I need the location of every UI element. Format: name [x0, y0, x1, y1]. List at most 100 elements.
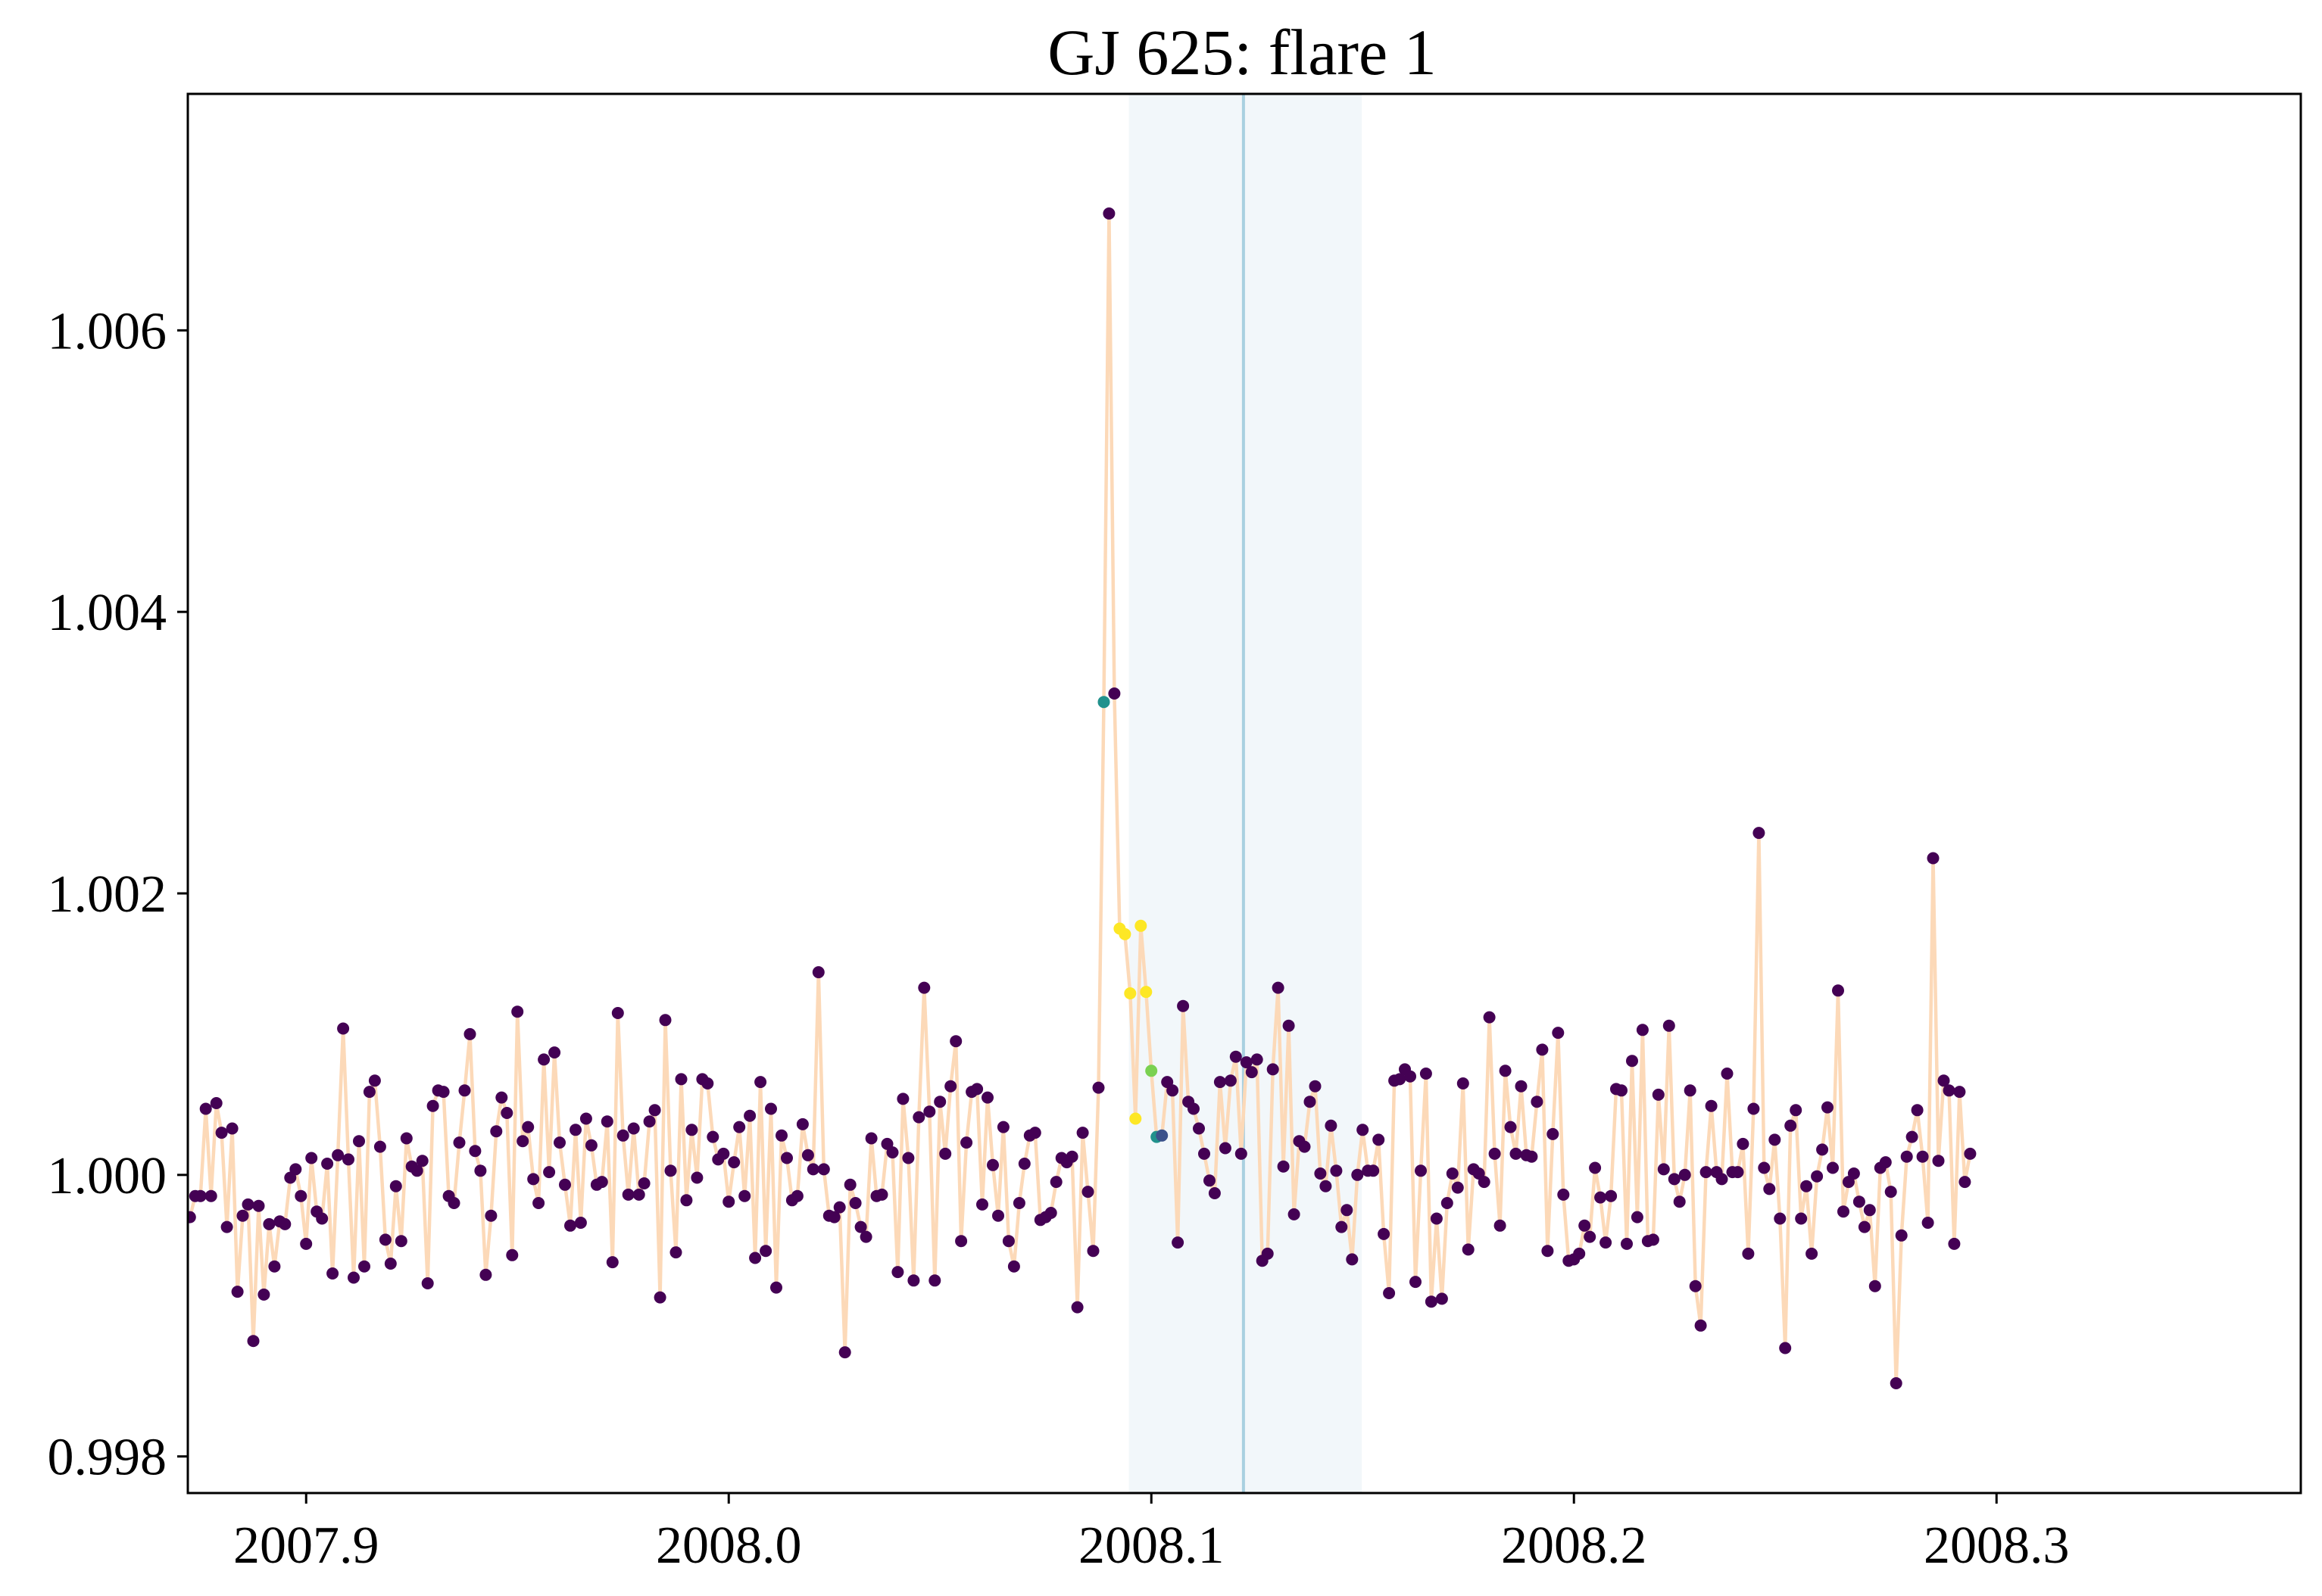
data-point — [611, 1007, 624, 1019]
data-point — [1282, 1019, 1295, 1032]
data-point — [1172, 1236, 1184, 1249]
data-point — [1287, 1208, 1300, 1220]
data-point — [1430, 1212, 1443, 1225]
data-point — [976, 1198, 988, 1211]
data-point — [1097, 696, 1110, 709]
data-point — [1177, 999, 1190, 1012]
data-point — [215, 1127, 228, 1139]
data-point — [300, 1237, 313, 1250]
data-point — [733, 1121, 746, 1133]
data-point — [1958, 1176, 1971, 1189]
x-axis: 2007.9 2008.0 2008.1 2008.2 2008.3 — [233, 1493, 2070, 1575]
data-point — [849, 1197, 862, 1209]
data-point — [1119, 927, 1131, 940]
data-point — [247, 1335, 260, 1348]
data-point — [1446, 1167, 1459, 1180]
data-point — [1134, 919, 1147, 932]
data-point — [495, 1091, 508, 1104]
data-point — [796, 1118, 809, 1130]
data-point — [1509, 1147, 1522, 1160]
data-point — [1890, 1377, 1902, 1389]
data-point — [1605, 1189, 1618, 1202]
data-point — [1488, 1147, 1501, 1160]
data-point — [1615, 1084, 1628, 1097]
data-point — [1330, 1164, 1343, 1177]
data-point — [453, 1136, 466, 1149]
data-point — [194, 1189, 207, 1202]
data-point — [316, 1212, 329, 1225]
data-point — [1657, 1163, 1670, 1176]
data-point — [1451, 1181, 1464, 1194]
data-point — [1837, 1205, 1849, 1218]
data-point — [1419, 1068, 1432, 1080]
data-point — [939, 1147, 952, 1160]
data-point — [236, 1209, 249, 1222]
data-point — [1525, 1150, 1538, 1163]
data-point — [1076, 1127, 1089, 1139]
data-point — [1203, 1174, 1216, 1187]
data-point — [781, 1152, 793, 1164]
x-tick-label: 2008.3 — [1924, 1517, 2070, 1575]
data-point — [828, 1211, 841, 1223]
data-point — [1668, 1173, 1681, 1186]
data-point — [199, 1102, 212, 1115]
data-point — [437, 1086, 450, 1099]
data-point — [1367, 1164, 1380, 1177]
data-point — [1013, 1197, 1025, 1209]
data-point — [1092, 1081, 1105, 1094]
data-point — [950, 1035, 963, 1048]
data-point — [1208, 1187, 1221, 1199]
data-point — [506, 1248, 519, 1261]
data-point — [1578, 1219, 1591, 1232]
data-point — [1224, 1074, 1237, 1087]
data-point — [1193, 1122, 1205, 1135]
data-point — [918, 981, 931, 994]
data-point — [1309, 1080, 1322, 1093]
data-point — [955, 1235, 968, 1248]
data-point — [1066, 1150, 1078, 1163]
data-point — [1018, 1158, 1031, 1170]
data-point — [1763, 1183, 1776, 1195]
data-point — [1483, 1011, 1496, 1024]
data-point — [332, 1149, 345, 1161]
data-point — [1108, 687, 1121, 700]
x-tick-label: 2008.0 — [656, 1517, 802, 1575]
data-point — [744, 1109, 757, 1122]
data-point — [379, 1233, 392, 1246]
data-point — [833, 1201, 846, 1214]
data-point — [1694, 1319, 1707, 1332]
data-point — [1372, 1133, 1385, 1146]
data-point — [1868, 1280, 1881, 1292]
data-point — [1964, 1147, 1977, 1160]
data-point — [1847, 1167, 1860, 1180]
data-point — [458, 1084, 471, 1097]
data-point — [1250, 1053, 1263, 1066]
data-point — [669, 1246, 682, 1259]
data-point — [321, 1158, 334, 1170]
data-point — [532, 1197, 545, 1209]
data-point — [337, 1022, 350, 1035]
data-point — [944, 1080, 957, 1093]
data-point — [522, 1121, 535, 1133]
data-point — [231, 1286, 244, 1298]
data-point — [1541, 1245, 1554, 1258]
x-tick-label: 2007.9 — [233, 1517, 379, 1575]
data-point — [1156, 1129, 1169, 1142]
data-point — [1795, 1212, 1808, 1225]
data-point — [1409, 1276, 1422, 1289]
y-tick-label: 1.000 — [48, 1147, 167, 1205]
data-point — [1895, 1229, 1908, 1242]
data-point — [1346, 1253, 1359, 1266]
data-point — [691, 1171, 704, 1184]
y-tick-label: 0.998 — [48, 1429, 167, 1487]
data-point — [1213, 1076, 1226, 1089]
data-point — [854, 1220, 867, 1233]
data-point — [342, 1153, 354, 1166]
data-point — [1879, 1156, 1892, 1169]
data-point — [1916, 1150, 1929, 1163]
data-point — [559, 1178, 571, 1191]
data-point — [585, 1139, 598, 1152]
data-point — [643, 1115, 656, 1128]
data-point — [1832, 984, 1844, 997]
data-point — [812, 966, 825, 979]
